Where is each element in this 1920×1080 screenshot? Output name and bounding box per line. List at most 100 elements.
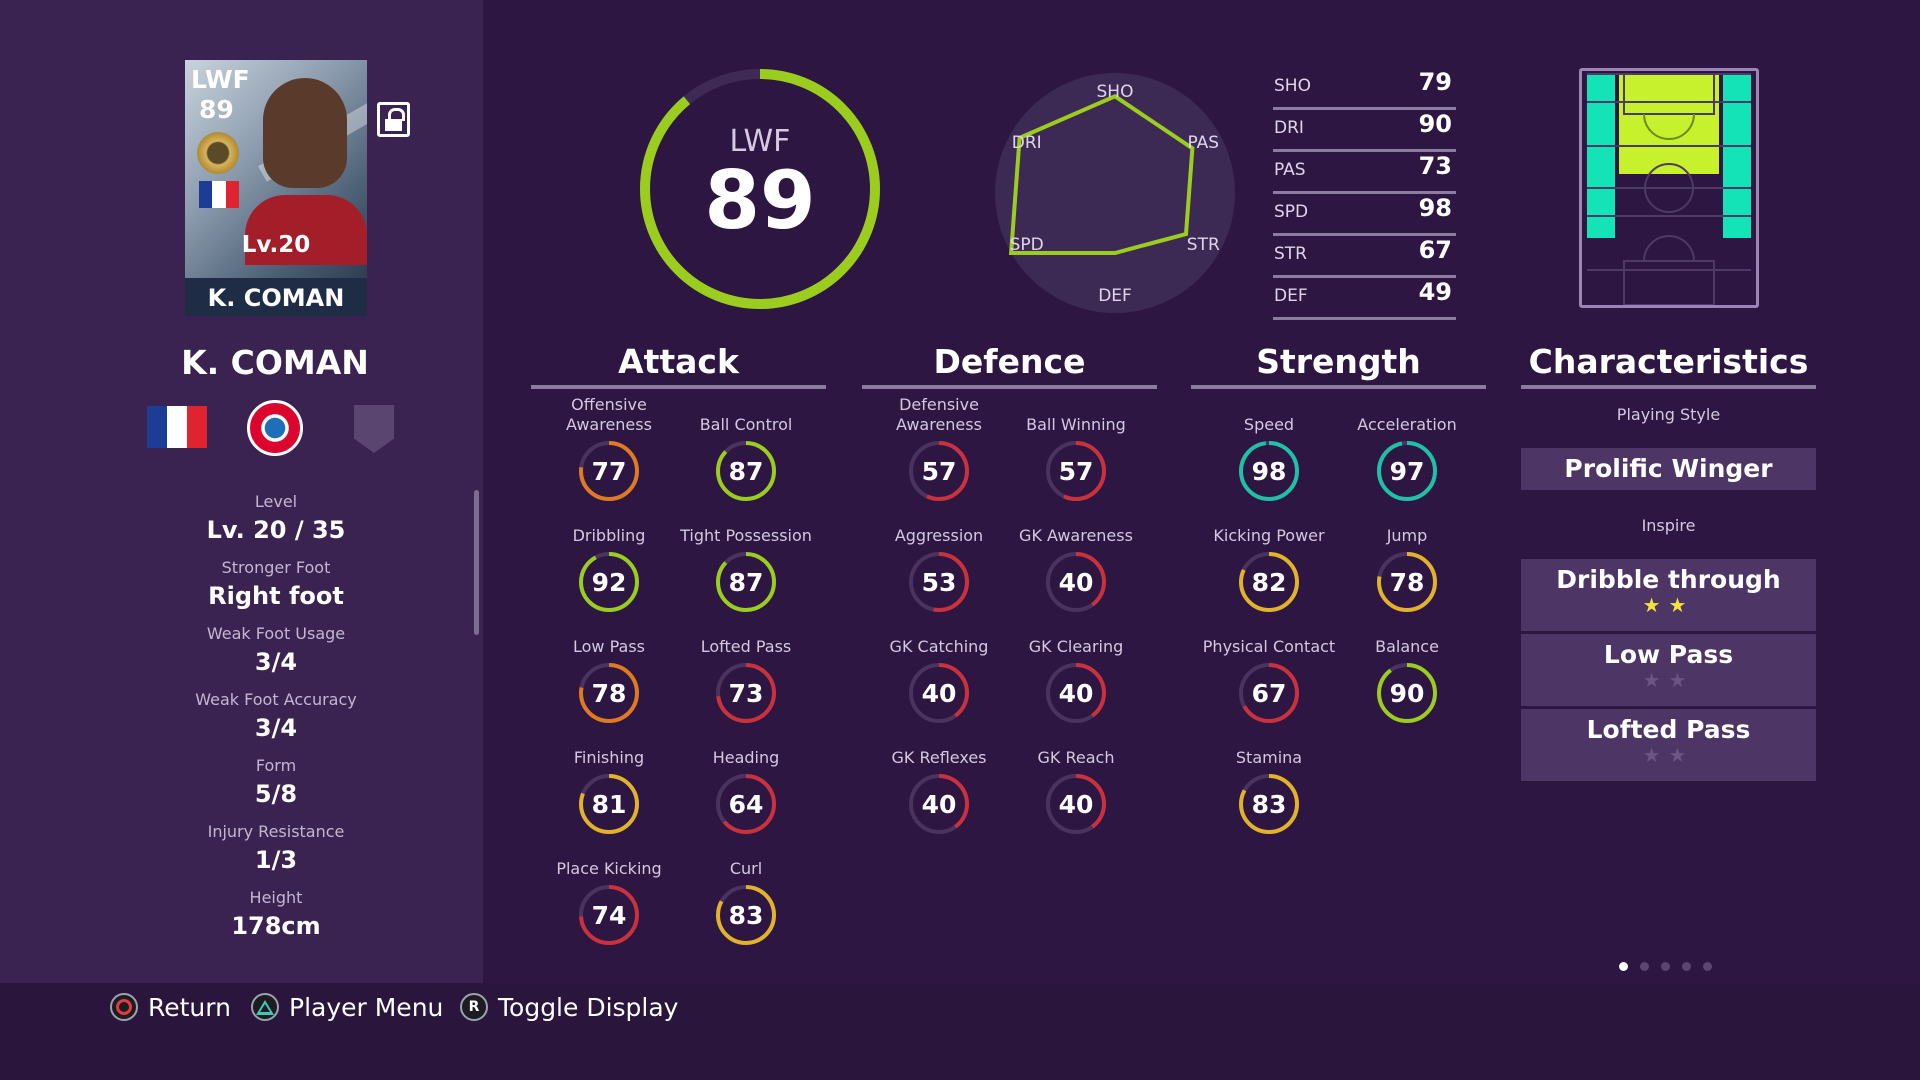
stat-ring: 40 (1044, 550, 1108, 614)
card-badge-icon (197, 132, 239, 174)
stat-kicking-power[interactable]: Kicking Power 82 (1199, 504, 1339, 614)
summary-label: SPD (1274, 202, 1309, 222)
stat-jump[interactable]: Jump 78 (1337, 504, 1477, 614)
return-button[interactable]: Return (110, 992, 231, 1022)
toggle-display-label: Toggle Display (498, 992, 679, 1022)
scrollbar[interactable] (474, 490, 479, 635)
inspire-item[interactable]: Lofted Pass ★★ (1521, 709, 1816, 781)
inspire-item[interactable]: Dribble through ★★ (1521, 559, 1816, 631)
stat-label: Kicking Power (1213, 526, 1325, 545)
toggle-display-button[interactable]: R Toggle Display (460, 992, 678, 1022)
stat-label: Low Pass (573, 637, 645, 656)
stat-gk-reach[interactable]: GK Reach 40 (1006, 726, 1146, 836)
summary-value: 79 (1418, 68, 1452, 96)
page-dot[interactable] (1640, 962, 1649, 971)
stat-value: 87 (728, 567, 764, 597)
stat-label: Stamina (1235, 748, 1303, 767)
stat-ring: 78 (577, 661, 641, 725)
stat-curl[interactable]: Curl 83 (676, 837, 816, 947)
radar-axis-dri: DRI (1012, 133, 1042, 153)
stat-gk-clearing[interactable]: GK Clearing 40 (1006, 615, 1146, 725)
stat-ring: 40 (1044, 661, 1108, 725)
stat-tight-possession[interactable]: Tight Possession 87 (676, 504, 816, 614)
stat-ring: 64 (714, 772, 778, 836)
stat-ring: 78 (1375, 550, 1439, 614)
overall-rating: LWF 89 (635, 64, 885, 314)
playing-style-box[interactable]: Prolific Winger (1521, 448, 1816, 490)
r-button-icon: R (460, 993, 488, 1021)
player-card[interactable]: LWF 89 Lv.20 K. COMAN (185, 60, 367, 316)
stat-value: 77 (591, 456, 627, 486)
stat-place-kicking[interactable]: Place Kicking 74 (539, 837, 679, 947)
card-position: LWF (191, 65, 250, 94)
inspire-item[interactable]: Low Pass ★★ (1521, 634, 1816, 706)
playing-style-value: Prolific Winger (1564, 454, 1773, 483)
stat-gk-reflexes[interactable]: GK Reflexes 40 (869, 726, 1009, 836)
stat-label: GK Reflexes (891, 748, 987, 767)
player-shirt (245, 195, 367, 265)
bottom-bar (0, 983, 1920, 1080)
stat-label: Dribbling (572, 526, 646, 545)
stat-label: Finishing (573, 748, 645, 767)
stat-value: 98 (1251, 456, 1287, 486)
stat-physical-contact[interactable]: Physical Contact 67 (1199, 615, 1339, 725)
radar-axis-def: DEF (1098, 286, 1132, 306)
info-value: 1/3 (254, 846, 298, 874)
page-dot[interactable] (1619, 962, 1628, 971)
player-menu-label: Player Menu (289, 992, 444, 1022)
info-value: 5/8 (254, 780, 298, 808)
return-label: Return (148, 992, 231, 1022)
player-photo (263, 78, 347, 188)
stat-value: 40 (1058, 789, 1094, 819)
inspire-name: Low Pass (1603, 640, 1734, 669)
stat-aggression[interactable]: Aggression 53 (869, 504, 1009, 614)
stat-ring: 81 (577, 772, 641, 836)
stat-ring: 40 (907, 661, 971, 725)
stat-ball-control[interactable]: Ball Control 87 (676, 393, 816, 503)
page-dot[interactable] (1703, 962, 1712, 971)
stat-speed[interactable]: Speed 98 (1199, 393, 1339, 503)
stat-value: 97 (1389, 456, 1425, 486)
summary-row-sho: SHO 79 (1273, 68, 1456, 110)
stat-low-pass[interactable]: Low Pass 78 (539, 615, 679, 725)
circle-button-icon (110, 993, 138, 1021)
card-level: Lv.20 (241, 232, 311, 258)
stat-value: 82 (1251, 567, 1287, 597)
lock-icon[interactable] (377, 102, 410, 137)
stat-defensive-awareness[interactable]: Defensive Awareness 57 (869, 393, 1009, 503)
stat-heading[interactable]: Heading 64 (676, 726, 816, 836)
page-indicator (1619, 962, 1724, 971)
inspire-name: Lofted Pass (1586, 715, 1751, 744)
summary-row-dri: DRI 90 (1273, 110, 1456, 152)
summary-row-spd: SPD 98 (1273, 194, 1456, 236)
star-icon: ★ (1642, 593, 1669, 617)
stat-acceleration[interactable]: Acceleration 97 (1337, 393, 1477, 503)
stat-value: 40 (921, 789, 957, 819)
pitch-svg (1587, 73, 1751, 306)
stat-lofted-pass[interactable]: Lofted Pass 73 (676, 615, 816, 725)
player-menu-button[interactable]: Player Menu (251, 992, 443, 1022)
stat-stamina[interactable]: Stamina 83 (1199, 726, 1339, 836)
stat-balance[interactable]: Balance 90 (1337, 615, 1477, 725)
club-badge-icon (247, 400, 303, 456)
stat-offensive-awareness[interactable]: Offensive Awareness 77 (539, 393, 679, 503)
summary-value: 73 (1418, 152, 1452, 180)
card-name: K. COMAN (185, 278, 367, 316)
stat-ball-winning[interactable]: Ball Winning 57 (1006, 393, 1146, 503)
stat-gk-awareness[interactable]: GK Awareness 40 (1006, 504, 1146, 614)
stat-gk-catching[interactable]: GK Catching 40 (869, 615, 1009, 725)
section-divider-attack (531, 385, 826, 389)
stat-value: 57 (921, 456, 957, 486)
page-dot[interactable] (1661, 962, 1670, 971)
info-value: Lv. 20 / 35 (206, 516, 346, 544)
page-dot[interactable] (1682, 962, 1691, 971)
stat-finishing[interactable]: Finishing 81 (539, 726, 679, 836)
stat-ring: 82 (1237, 550, 1301, 614)
radar-svg: SHO PAS STR DEF SPD DRI (995, 73, 1235, 313)
info-value: 3/4 (254, 648, 298, 676)
stat-ring: 74 (577, 883, 641, 947)
nationality-flag-icon (147, 406, 207, 448)
info-value: 3/4 (254, 714, 298, 742)
stat-dribbling[interactable]: Dribbling 92 (539, 504, 679, 614)
stat-ring: 97 (1375, 439, 1439, 503)
